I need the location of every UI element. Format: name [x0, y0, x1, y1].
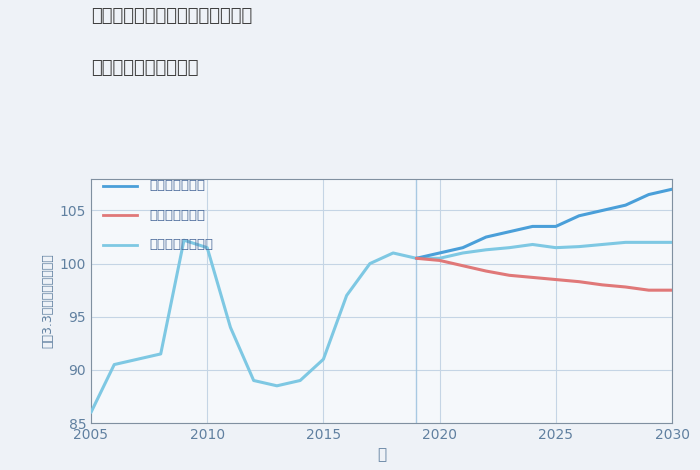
Text: バッドシナリオ: バッドシナリオ	[149, 209, 205, 222]
Text: 愛知県清須市西枇杷島町南大和の: 愛知県清須市西枇杷島町南大和の	[91, 7, 252, 25]
X-axis label: 年: 年	[377, 447, 386, 462]
Text: 中古戸建ての価格推移: 中古戸建ての価格推移	[91, 59, 199, 77]
Text: グッドシナリオ: グッドシナリオ	[149, 180, 205, 192]
Y-axis label: 坪（3.3㎡）単価（万円）: 坪（3.3㎡）単価（万円）	[41, 253, 54, 348]
Text: ノーマルシナリオ: ノーマルシナリオ	[149, 238, 213, 251]
